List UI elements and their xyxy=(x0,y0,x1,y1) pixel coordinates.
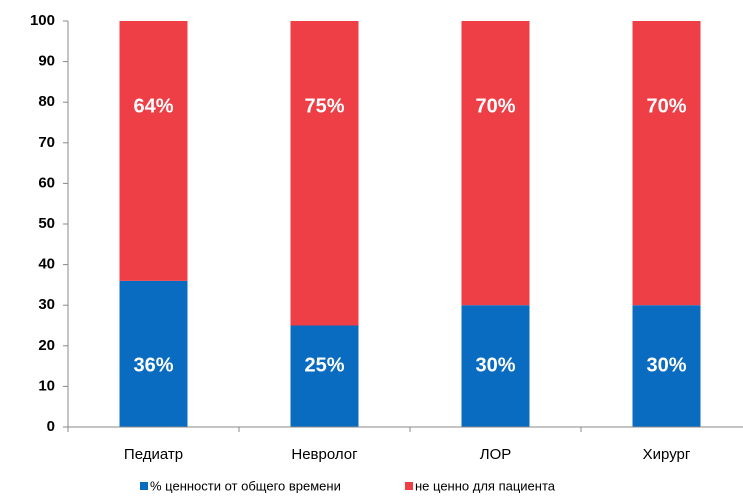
y-tick-label: 90 xyxy=(38,53,55,70)
bar-segment xyxy=(290,325,359,427)
value-label: 25% xyxy=(304,354,344,376)
legend-label: не ценно для пациента xyxy=(415,478,556,493)
y-tick-label: 40 xyxy=(38,256,55,273)
y-tick-label: 70 xyxy=(38,134,55,151)
y-tick-label: 20 xyxy=(38,337,55,354)
value-label: 30% xyxy=(646,354,686,376)
y-tick-label: 50 xyxy=(38,215,55,232)
x-tick-label: Педиатр xyxy=(124,446,183,463)
x-tick-label: Невролог xyxy=(291,446,358,463)
x-tick-label: ЛОР xyxy=(480,446,512,463)
legend-swatch xyxy=(405,482,413,490)
bar-segment xyxy=(632,21,701,306)
value-label: 30% xyxy=(475,354,515,376)
y-tick-label: 30 xyxy=(38,296,55,313)
legend-swatch xyxy=(140,482,148,490)
y-tick-label: 80 xyxy=(38,93,55,110)
value-label: 75% xyxy=(304,95,344,117)
bar-segment xyxy=(290,21,359,326)
value-label: 70% xyxy=(475,95,515,117)
y-tick-label: 60 xyxy=(38,174,55,191)
y-tick-label: 10 xyxy=(38,377,55,394)
y-tick-label: 100 xyxy=(30,12,55,29)
x-tick-label: Хирург xyxy=(643,446,691,463)
value-label: 70% xyxy=(646,95,686,117)
bar-segment xyxy=(461,305,530,427)
legend-label: % ценности от общего времени xyxy=(150,478,341,493)
y-tick-label: 0 xyxy=(47,418,55,435)
bar-segment xyxy=(119,280,188,427)
bar-segment xyxy=(119,21,188,281)
value-label: 64% xyxy=(133,95,173,117)
bar-segment xyxy=(632,305,701,427)
bar-segment xyxy=(461,21,530,306)
value-label: 36% xyxy=(133,354,173,376)
